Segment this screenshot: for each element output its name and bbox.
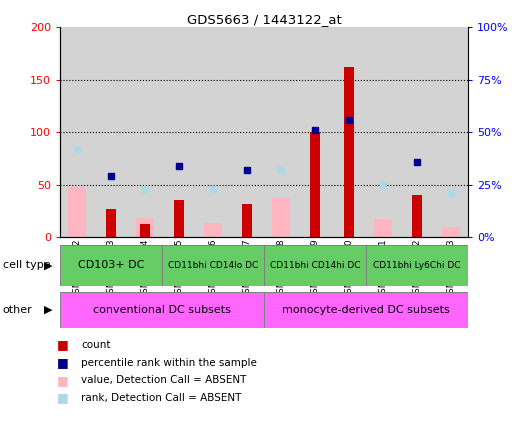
Bar [136, 218, 154, 237]
Bar [366, 27, 400, 237]
Bar [332, 27, 366, 237]
Bar [94, 27, 128, 237]
Text: value, Detection Call = ABSENT: value, Detection Call = ABSENT [81, 375, 246, 385]
Bar [374, 219, 392, 237]
Bar [264, 27, 298, 237]
Bar [230, 27, 264, 237]
Text: monocyte-derived DC subsets: monocyte-derived DC subsets [282, 305, 450, 315]
Bar [60, 292, 264, 328]
Bar [264, 292, 468, 328]
Bar [298, 27, 332, 237]
Text: percentile rank within the sample: percentile rank within the sample [81, 357, 257, 368]
Bar [366, 245, 468, 286]
Text: rank, Detection Call = ABSENT: rank, Detection Call = ABSENT [81, 393, 242, 403]
Bar [162, 245, 264, 286]
Bar [264, 245, 366, 286]
Bar [412, 195, 422, 237]
Bar [140, 224, 150, 237]
Bar [60, 27, 94, 237]
Text: ▶: ▶ [44, 261, 52, 270]
Bar [204, 223, 222, 237]
Text: ■: ■ [57, 338, 69, 351]
Bar [128, 27, 162, 237]
Bar [442, 228, 460, 237]
Bar [242, 204, 252, 237]
Text: ■: ■ [57, 374, 69, 387]
Text: count: count [81, 340, 110, 350]
Text: other: other [3, 305, 32, 315]
Text: ▶: ▶ [44, 305, 52, 315]
Text: ■: ■ [57, 356, 69, 369]
Bar [106, 209, 116, 237]
Bar [272, 198, 290, 237]
Text: cell type: cell type [3, 261, 50, 270]
Title: GDS5663 / 1443122_at: GDS5663 / 1443122_at [187, 14, 342, 26]
Bar [400, 27, 434, 237]
Bar [60, 245, 162, 286]
Text: CD11bhi Ly6Chi DC: CD11bhi Ly6Chi DC [373, 261, 461, 270]
Bar [434, 27, 468, 237]
Bar [196, 27, 230, 237]
Text: conventional DC subsets: conventional DC subsets [93, 305, 231, 315]
Bar [162, 27, 196, 237]
Bar [344, 67, 354, 237]
Text: ■: ■ [57, 392, 69, 404]
Bar [174, 200, 184, 237]
Text: CD11bhi CD14hi DC: CD11bhi CD14hi DC [270, 261, 360, 270]
Bar [68, 187, 86, 237]
Text: CD103+ DC: CD103+ DC [78, 261, 144, 270]
Text: CD11bhi CD14lo DC: CD11bhi CD14lo DC [168, 261, 258, 270]
Bar [310, 132, 320, 237]
